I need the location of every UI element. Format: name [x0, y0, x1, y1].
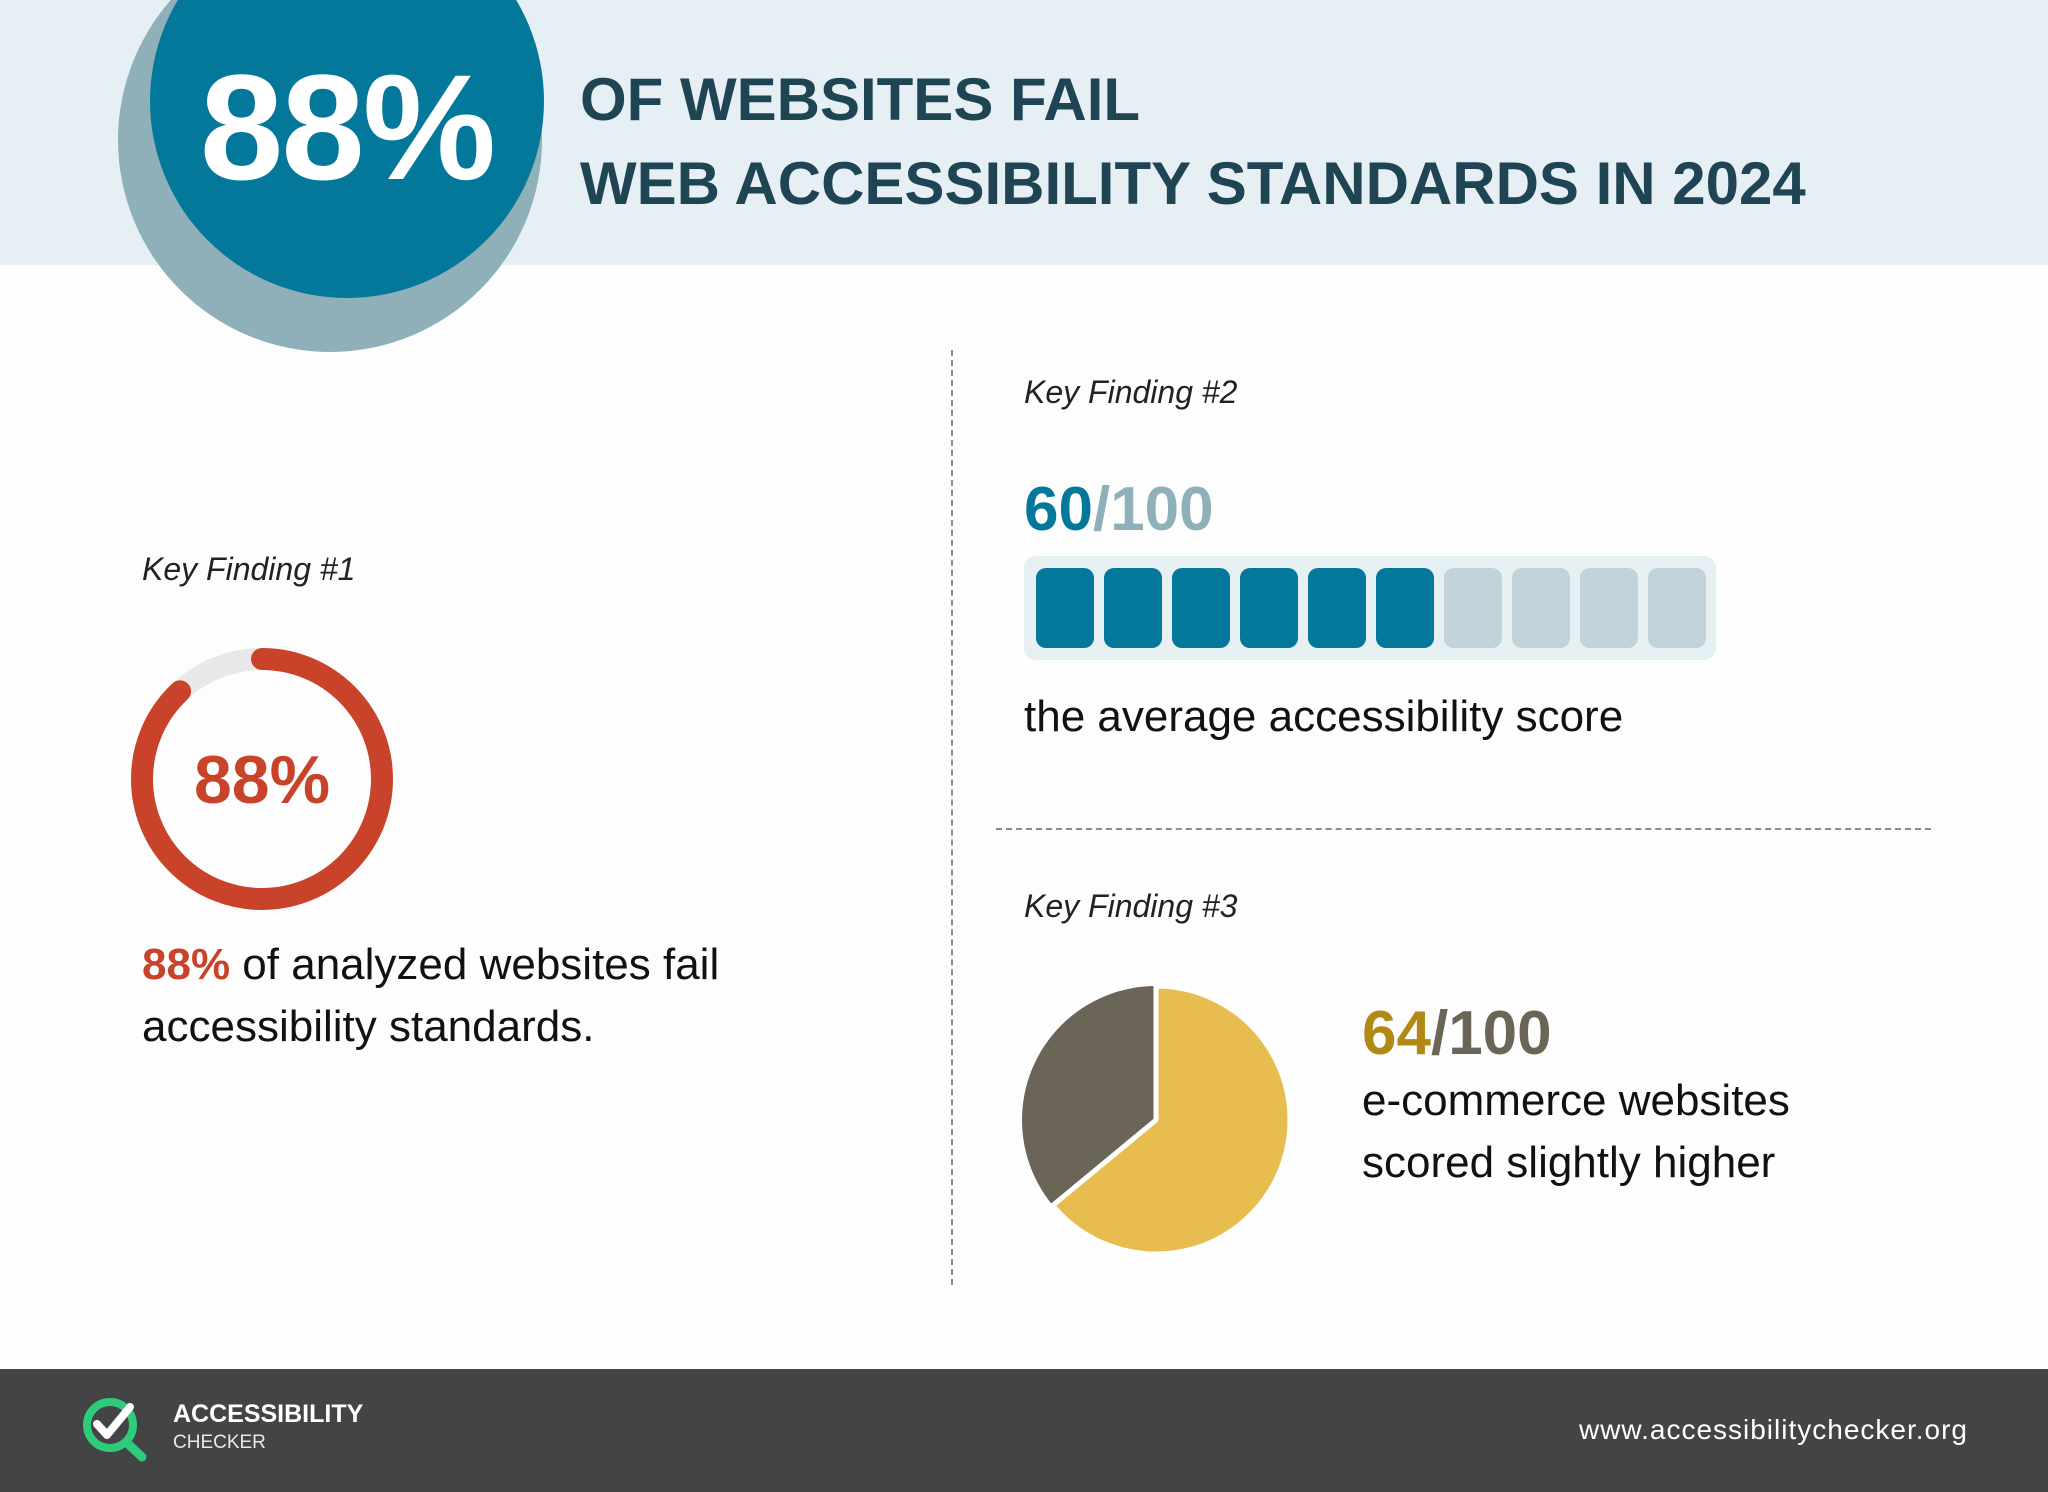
- finding-1-highlight: 88%: [142, 940, 231, 989]
- score-segment-empty: [1512, 568, 1570, 648]
- header-big-stat: 88%: [199, 43, 496, 211]
- score-segment-empty: [1580, 568, 1638, 648]
- finding-1-description: 88% of analyzed websites fail accessibil…: [142, 934, 842, 1058]
- finding-1-text-line-2: accessibility standards.: [142, 1002, 595, 1051]
- logo-subtitle[interactable]: CHECKER: [173, 1432, 266, 1453]
- pie-slice-score: [1050, 984, 1292, 1256]
- finding-2-score-denominator: /100: [1092, 475, 1214, 544]
- checkmark-magnifier-icon[interactable]: [80, 1393, 150, 1463]
- website-link[interactable]: www.accessibilitychecker.org: [1578, 1414, 1968, 1445]
- finding-1-text-line-1: of analyzed websites fail: [230, 940, 720, 989]
- score-segment-empty: [1648, 568, 1706, 648]
- donut-arc: [131, 648, 393, 910]
- finding-3-description: e-commerce websites scored slightly high…: [1362, 1070, 1790, 1194]
- finding-3-text-line-1: e-commerce websites: [1362, 1076, 1790, 1125]
- finding-2-score: 60/100: [1024, 474, 1214, 546]
- logo-title[interactable]: ACCESSIBILITY: [173, 1400, 364, 1428]
- finding-3-score-number: 64: [1362, 999, 1431, 1068]
- score-segment-filled: [1308, 568, 1366, 648]
- vertical-divider: [951, 350, 953, 1285]
- finding-3-label: Key Finding #3: [1024, 888, 1238, 924]
- score-segment-empty: [1444, 568, 1502, 648]
- finding-2-score-number: 60: [1024, 475, 1093, 544]
- finding-1-label: Key Finding #1: [142, 551, 356, 587]
- score-segment-filled: [1376, 568, 1434, 648]
- horizontal-divider: [996, 828, 1931, 830]
- headline-line-1: OF WEBSITES FAIL: [580, 66, 1141, 133]
- finding-3-score-denominator: /100: [1430, 999, 1552, 1068]
- finding-3-pie-chart: [1022, 984, 1292, 1256]
- score-segment-filled: [1240, 568, 1298, 648]
- score-segment-filled: [1172, 568, 1230, 648]
- score-segment-filled: [1036, 568, 1094, 648]
- score-segment-filled: [1104, 568, 1162, 648]
- page-title: OF WEBSITES FAIL WEB ACCESSIBILITY STAND…: [580, 58, 1806, 226]
- finding-1-donut-chart: [131, 648, 393, 910]
- finding-2-description: the average accessibility score: [1024, 692, 1624, 741]
- finding-1-donut-value: 88%: [193, 742, 331, 818]
- finding-2-score-bar: [1024, 556, 1716, 660]
- headline-line-2: WEB ACCESSIBILITY STANDARDS IN 2024: [580, 150, 1806, 217]
- footer: ACCESSIBILITY CHECKER www.accessibilityc…: [0, 1369, 2048, 1492]
- finding-2-label: Key Finding #2: [1024, 374, 1238, 410]
- finding-3-text-line-2: scored slightly higher: [1362, 1138, 1776, 1187]
- finding-3-score: 64/100: [1362, 998, 1552, 1070]
